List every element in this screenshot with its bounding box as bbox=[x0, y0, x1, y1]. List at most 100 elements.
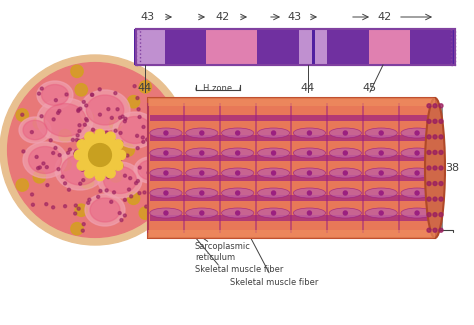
Circle shape bbox=[343, 211, 347, 215]
Ellipse shape bbox=[186, 188, 218, 198]
Circle shape bbox=[236, 151, 240, 155]
Circle shape bbox=[45, 203, 48, 206]
Circle shape bbox=[119, 131, 122, 135]
Bar bbox=[150, 115, 433, 121]
Circle shape bbox=[107, 148, 110, 151]
Circle shape bbox=[163, 165, 166, 168]
Circle shape bbox=[95, 171, 105, 181]
Circle shape bbox=[427, 119, 431, 123]
Circle shape bbox=[102, 164, 105, 167]
Circle shape bbox=[90, 136, 93, 138]
Bar bbox=[255, 103, 256, 233]
Circle shape bbox=[115, 166, 118, 170]
Circle shape bbox=[116, 108, 119, 111]
Circle shape bbox=[415, 151, 419, 155]
Circle shape bbox=[146, 138, 149, 141]
Bar bbox=[136, 29, 140, 65]
Bar bbox=[136, 29, 455, 65]
Circle shape bbox=[113, 161, 123, 170]
Ellipse shape bbox=[257, 128, 290, 138]
Circle shape bbox=[21, 113, 24, 116]
Circle shape bbox=[78, 130, 81, 133]
Circle shape bbox=[137, 179, 139, 183]
Ellipse shape bbox=[150, 168, 182, 178]
Circle shape bbox=[61, 175, 64, 178]
Ellipse shape bbox=[55, 150, 105, 190]
Circle shape bbox=[114, 153, 117, 156]
Circle shape bbox=[439, 197, 443, 201]
Bar bbox=[328, 29, 369, 65]
Text: 44: 44 bbox=[138, 83, 152, 93]
Circle shape bbox=[427, 104, 431, 108]
Circle shape bbox=[99, 163, 101, 166]
Circle shape bbox=[52, 151, 55, 154]
Circle shape bbox=[77, 140, 87, 149]
Circle shape bbox=[167, 111, 170, 114]
Circle shape bbox=[0, 55, 190, 245]
Circle shape bbox=[85, 147, 89, 150]
Circle shape bbox=[106, 168, 115, 178]
Bar bbox=[147, 103, 149, 233]
Circle shape bbox=[157, 161, 160, 164]
Circle shape bbox=[272, 171, 275, 175]
Circle shape bbox=[379, 211, 383, 215]
Circle shape bbox=[87, 202, 90, 204]
Circle shape bbox=[433, 104, 437, 108]
Circle shape bbox=[87, 135, 90, 137]
Circle shape bbox=[433, 228, 437, 232]
Circle shape bbox=[415, 171, 419, 175]
Circle shape bbox=[153, 166, 156, 169]
Circle shape bbox=[101, 138, 104, 141]
Circle shape bbox=[379, 171, 383, 175]
Bar bbox=[398, 103, 400, 233]
Circle shape bbox=[379, 131, 383, 135]
Circle shape bbox=[65, 93, 68, 96]
Ellipse shape bbox=[42, 84, 69, 106]
Circle shape bbox=[130, 195, 133, 198]
Circle shape bbox=[112, 191, 116, 194]
Text: 41: 41 bbox=[248, 113, 262, 123]
Text: 42: 42 bbox=[378, 12, 392, 22]
Circle shape bbox=[110, 160, 113, 162]
Circle shape bbox=[93, 149, 96, 152]
Circle shape bbox=[343, 151, 347, 155]
Circle shape bbox=[38, 166, 41, 169]
Circle shape bbox=[174, 138, 177, 141]
Circle shape bbox=[155, 177, 157, 180]
Bar bbox=[136, 29, 455, 65]
Circle shape bbox=[77, 139, 81, 142]
Ellipse shape bbox=[138, 160, 162, 180]
Circle shape bbox=[439, 228, 443, 232]
Circle shape bbox=[433, 150, 437, 154]
Circle shape bbox=[136, 97, 139, 99]
Circle shape bbox=[64, 182, 66, 185]
Ellipse shape bbox=[293, 168, 326, 178]
Circle shape bbox=[433, 119, 437, 123]
Circle shape bbox=[79, 153, 82, 156]
Circle shape bbox=[122, 144, 135, 156]
Circle shape bbox=[128, 192, 140, 204]
Circle shape bbox=[79, 182, 82, 185]
Circle shape bbox=[104, 153, 107, 156]
Text: Sarcoplasmic
reticulum: Sarcoplasmic reticulum bbox=[195, 242, 251, 262]
Ellipse shape bbox=[293, 128, 326, 138]
Circle shape bbox=[91, 128, 94, 131]
Circle shape bbox=[379, 191, 383, 195]
Ellipse shape bbox=[401, 188, 433, 198]
Ellipse shape bbox=[150, 188, 182, 198]
Circle shape bbox=[119, 158, 122, 161]
Ellipse shape bbox=[186, 208, 218, 218]
Ellipse shape bbox=[113, 112, 157, 148]
Circle shape bbox=[147, 171, 150, 174]
Ellipse shape bbox=[293, 208, 326, 218]
Circle shape bbox=[200, 131, 204, 135]
Circle shape bbox=[107, 176, 110, 178]
Circle shape bbox=[33, 117, 46, 129]
Circle shape bbox=[88, 140, 91, 144]
Circle shape bbox=[75, 204, 87, 216]
Ellipse shape bbox=[257, 208, 290, 218]
Circle shape bbox=[415, 131, 419, 135]
Bar bbox=[135, 29, 137, 65]
Circle shape bbox=[82, 100, 85, 103]
Text: 44: 44 bbox=[301, 83, 315, 93]
